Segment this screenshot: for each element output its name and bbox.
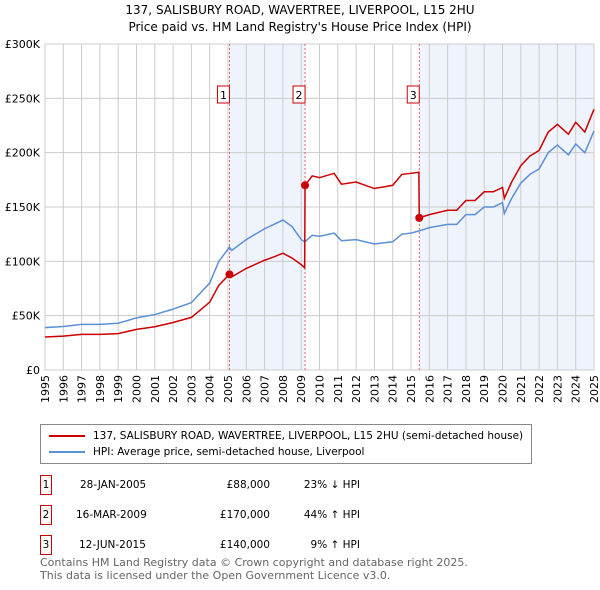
sale-row: 3 12-JUN-2015 £140,000 9% ↑ HPI: [40, 535, 440, 555]
x-tick-label: 2011: [332, 375, 345, 403]
x-tick-label: 2015: [405, 375, 418, 403]
price-chart: 1995 1996 1997 1998 1999 2000 2001 2002 2003 2004…: [5, 38, 600, 403]
chart-subtitle: Price paid vs. HM Land Registry's House …: [128, 20, 472, 34]
y-tick-label: £0: [26, 364, 40, 377]
legend: 137, SALISBURY ROAD, WAVERTREE, LIVERPOO…: [40, 424, 533, 464]
footer: Contains HM Land Registry data © Crown c…: [40, 556, 468, 582]
x-tick-label: 2016: [423, 375, 436, 403]
x-tick-label: 2005: [222, 375, 235, 403]
chart-title: 137, SALISBURY ROAD, WAVERTREE, LIVERPOO…: [125, 3, 475, 17]
x-tick-label: 2021: [515, 375, 528, 403]
sale-marker-number: 3: [410, 89, 417, 102]
sale-marker-number: 1: [220, 89, 227, 102]
footer-line: Contains HM Land Registry data © Crown c…: [40, 556, 468, 569]
sale-marker-label: 2: [40, 505, 52, 525]
y-tick-label: £100K: [5, 255, 41, 268]
sale-marker-number: 2: [296, 89, 303, 102]
x-tick-label: 2013: [368, 375, 381, 403]
sale-marker-label: 3: [40, 535, 52, 555]
sale-marker-box: [216, 85, 230, 104]
x-tick-label: 2006: [240, 375, 253, 403]
legend-label-property: 137, SALISBURY ROAD, WAVERTREE, LIVERPOO…: [93, 430, 524, 442]
x-tick-label: 2023: [551, 375, 564, 403]
legend-label-hpi: HPI: Average price, semi-detached house,…: [93, 446, 365, 458]
x-tick-label: 2010: [314, 375, 327, 403]
x-tick-label: 2022: [533, 375, 546, 403]
sale-hpi-diff: 44% ↑ HPI: [303, 509, 360, 521]
x-tick-label: 2014: [387, 375, 400, 403]
x-tick-label: 2007: [259, 375, 272, 403]
sale-marker-label: 1: [40, 475, 52, 495]
x-tick-label: 2003: [185, 375, 198, 403]
sale-date: 12-JUN-2015: [79, 539, 146, 551]
sale-hpi-diff: 23% ↓ HPI: [303, 479, 360, 491]
sale-row: 2 16-MAR-2009 £170,000 44% ↑ HPI: [40, 505, 440, 525]
legend-swatch-hpi: [49, 451, 85, 453]
sale-price: £140,000: [219, 539, 270, 551]
x-tick-label: 2019: [478, 375, 491, 403]
y-tick-label: £200K: [5, 147, 41, 160]
y-tick-label: £50K: [12, 310, 41, 323]
sale-point: [225, 270, 234, 279]
y-tick-label: £250K: [5, 92, 41, 105]
sale-price: £170,000: [219, 509, 270, 521]
x-tick-label: 1997: [76, 375, 89, 403]
plot-frame: [44, 43, 595, 371]
x-tick-label: 2001: [149, 375, 162, 403]
sale-hpi-diff: 9% ↑ HPI: [310, 539, 360, 551]
series-line: [44, 108, 595, 338]
x-tick-label: 2002: [167, 375, 180, 403]
x-tick-label: 2012: [350, 375, 363, 403]
x-tick-label: 2008: [277, 375, 290, 403]
x-tick-label: 2017: [442, 375, 455, 403]
sale-point: [415, 213, 424, 222]
y-tick-label: £150K: [5, 201, 41, 214]
x-tick-label: 2025: [588, 375, 600, 403]
sale-date: 28-JAN-2005: [80, 479, 147, 491]
sale-marker-box: [292, 85, 306, 104]
x-tick-label: 2018: [460, 375, 473, 403]
sale-marker-box: [406, 85, 420, 104]
y-tick-label: £300K: [5, 38, 41, 51]
sale-price: £88,000: [226, 479, 270, 491]
footer-line: This data is licensed under the Open Gov…: [40, 569, 391, 582]
x-tick-label: 1999: [112, 375, 125, 403]
x-tick-label: 2024: [570, 375, 583, 403]
x-tick-label: 1998: [94, 375, 107, 403]
x-tick-label: 1995: [39, 375, 52, 403]
sale-point: [301, 181, 310, 190]
series-line: [44, 130, 595, 329]
x-tick-label: 2004: [204, 375, 217, 403]
x-tick-label: 2000: [131, 375, 144, 403]
x-tick-label: 2009: [295, 375, 308, 403]
x-tick-label: 2020: [497, 375, 510, 403]
sale-date: 16-MAR-2009: [76, 509, 147, 521]
sale-row: 1 28-JAN-2005 £88,000 23% ↓ HPI: [40, 475, 440, 495]
x-tick-label: 1996: [57, 375, 70, 403]
legend-swatch-property: [49, 435, 85, 437]
